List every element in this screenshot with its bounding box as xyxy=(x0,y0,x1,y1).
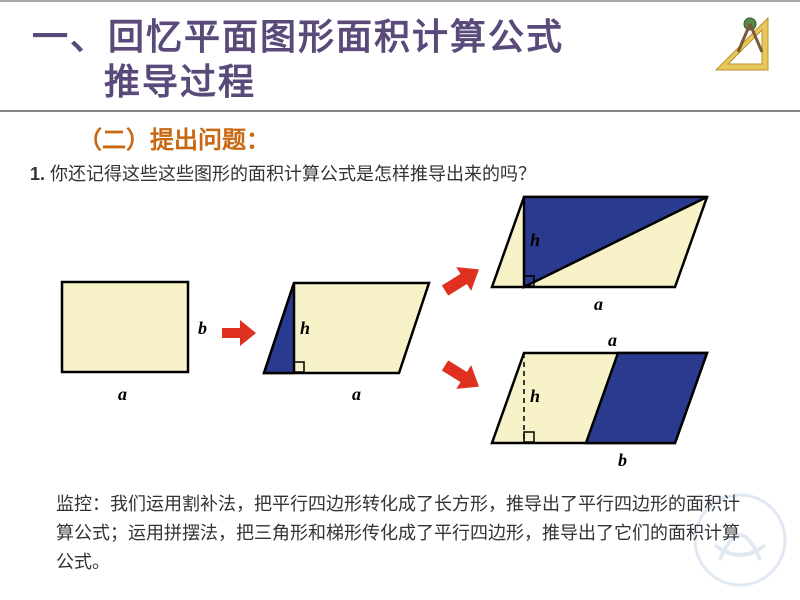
arrow-icon-2 xyxy=(440,262,484,298)
ruler-compass-icon xyxy=(710,12,774,76)
subtitle: （二）提出问题： xyxy=(78,120,270,155)
title-underline xyxy=(0,110,800,112)
para-label-a: a xyxy=(352,384,361,405)
question-text: 1. 你还记得这些这些图形的面积计算公式是怎样推导出来的吗？ xyxy=(30,160,536,186)
title-block: 一、回忆平面图形面积计算公式 推导过程 xyxy=(32,14,732,104)
triangle-shape xyxy=(490,194,710,294)
arrow-icon-3 xyxy=(440,358,484,394)
rectangle-shape xyxy=(60,280,190,380)
tri-label-h: h xyxy=(530,230,540,251)
tri-label-a: a xyxy=(594,294,603,315)
trap-label-b: b xyxy=(618,450,627,471)
rect-label-a: a xyxy=(118,384,127,405)
question-number: 1. xyxy=(30,164,45,184)
trapezoid-shape xyxy=(490,350,710,450)
question-body: 你还记得这些这些图形的面积计算公式是怎样推导出来的吗？ xyxy=(50,164,536,184)
parallelogram-shape xyxy=(262,280,432,380)
watermark-icon xyxy=(690,490,790,590)
rect-label-b: b xyxy=(198,318,207,339)
title-line2: 推导过程 xyxy=(32,59,732,104)
arrow-icon-1 xyxy=(222,320,256,346)
trap-label-h: h xyxy=(530,386,540,407)
footer-text: 监控：我们运用割补法，把平行四边形转化成了长方形，推导出了平行四边形的面积计算公… xyxy=(56,490,756,576)
footer-label: 监控： xyxy=(56,494,110,514)
para-label-h: h xyxy=(300,318,310,339)
header-rule xyxy=(0,0,800,2)
diagram-area: a b h a h a a h b xyxy=(0,190,800,470)
footer-body: 我们运用割补法，把平行四边形转化成了长方形，推导出了平行四边形的面积计算公式；运… xyxy=(56,494,740,572)
title-line1: 一、回忆平面图形面积计算公式 xyxy=(32,14,732,59)
trap-label-a: a xyxy=(608,330,617,351)
